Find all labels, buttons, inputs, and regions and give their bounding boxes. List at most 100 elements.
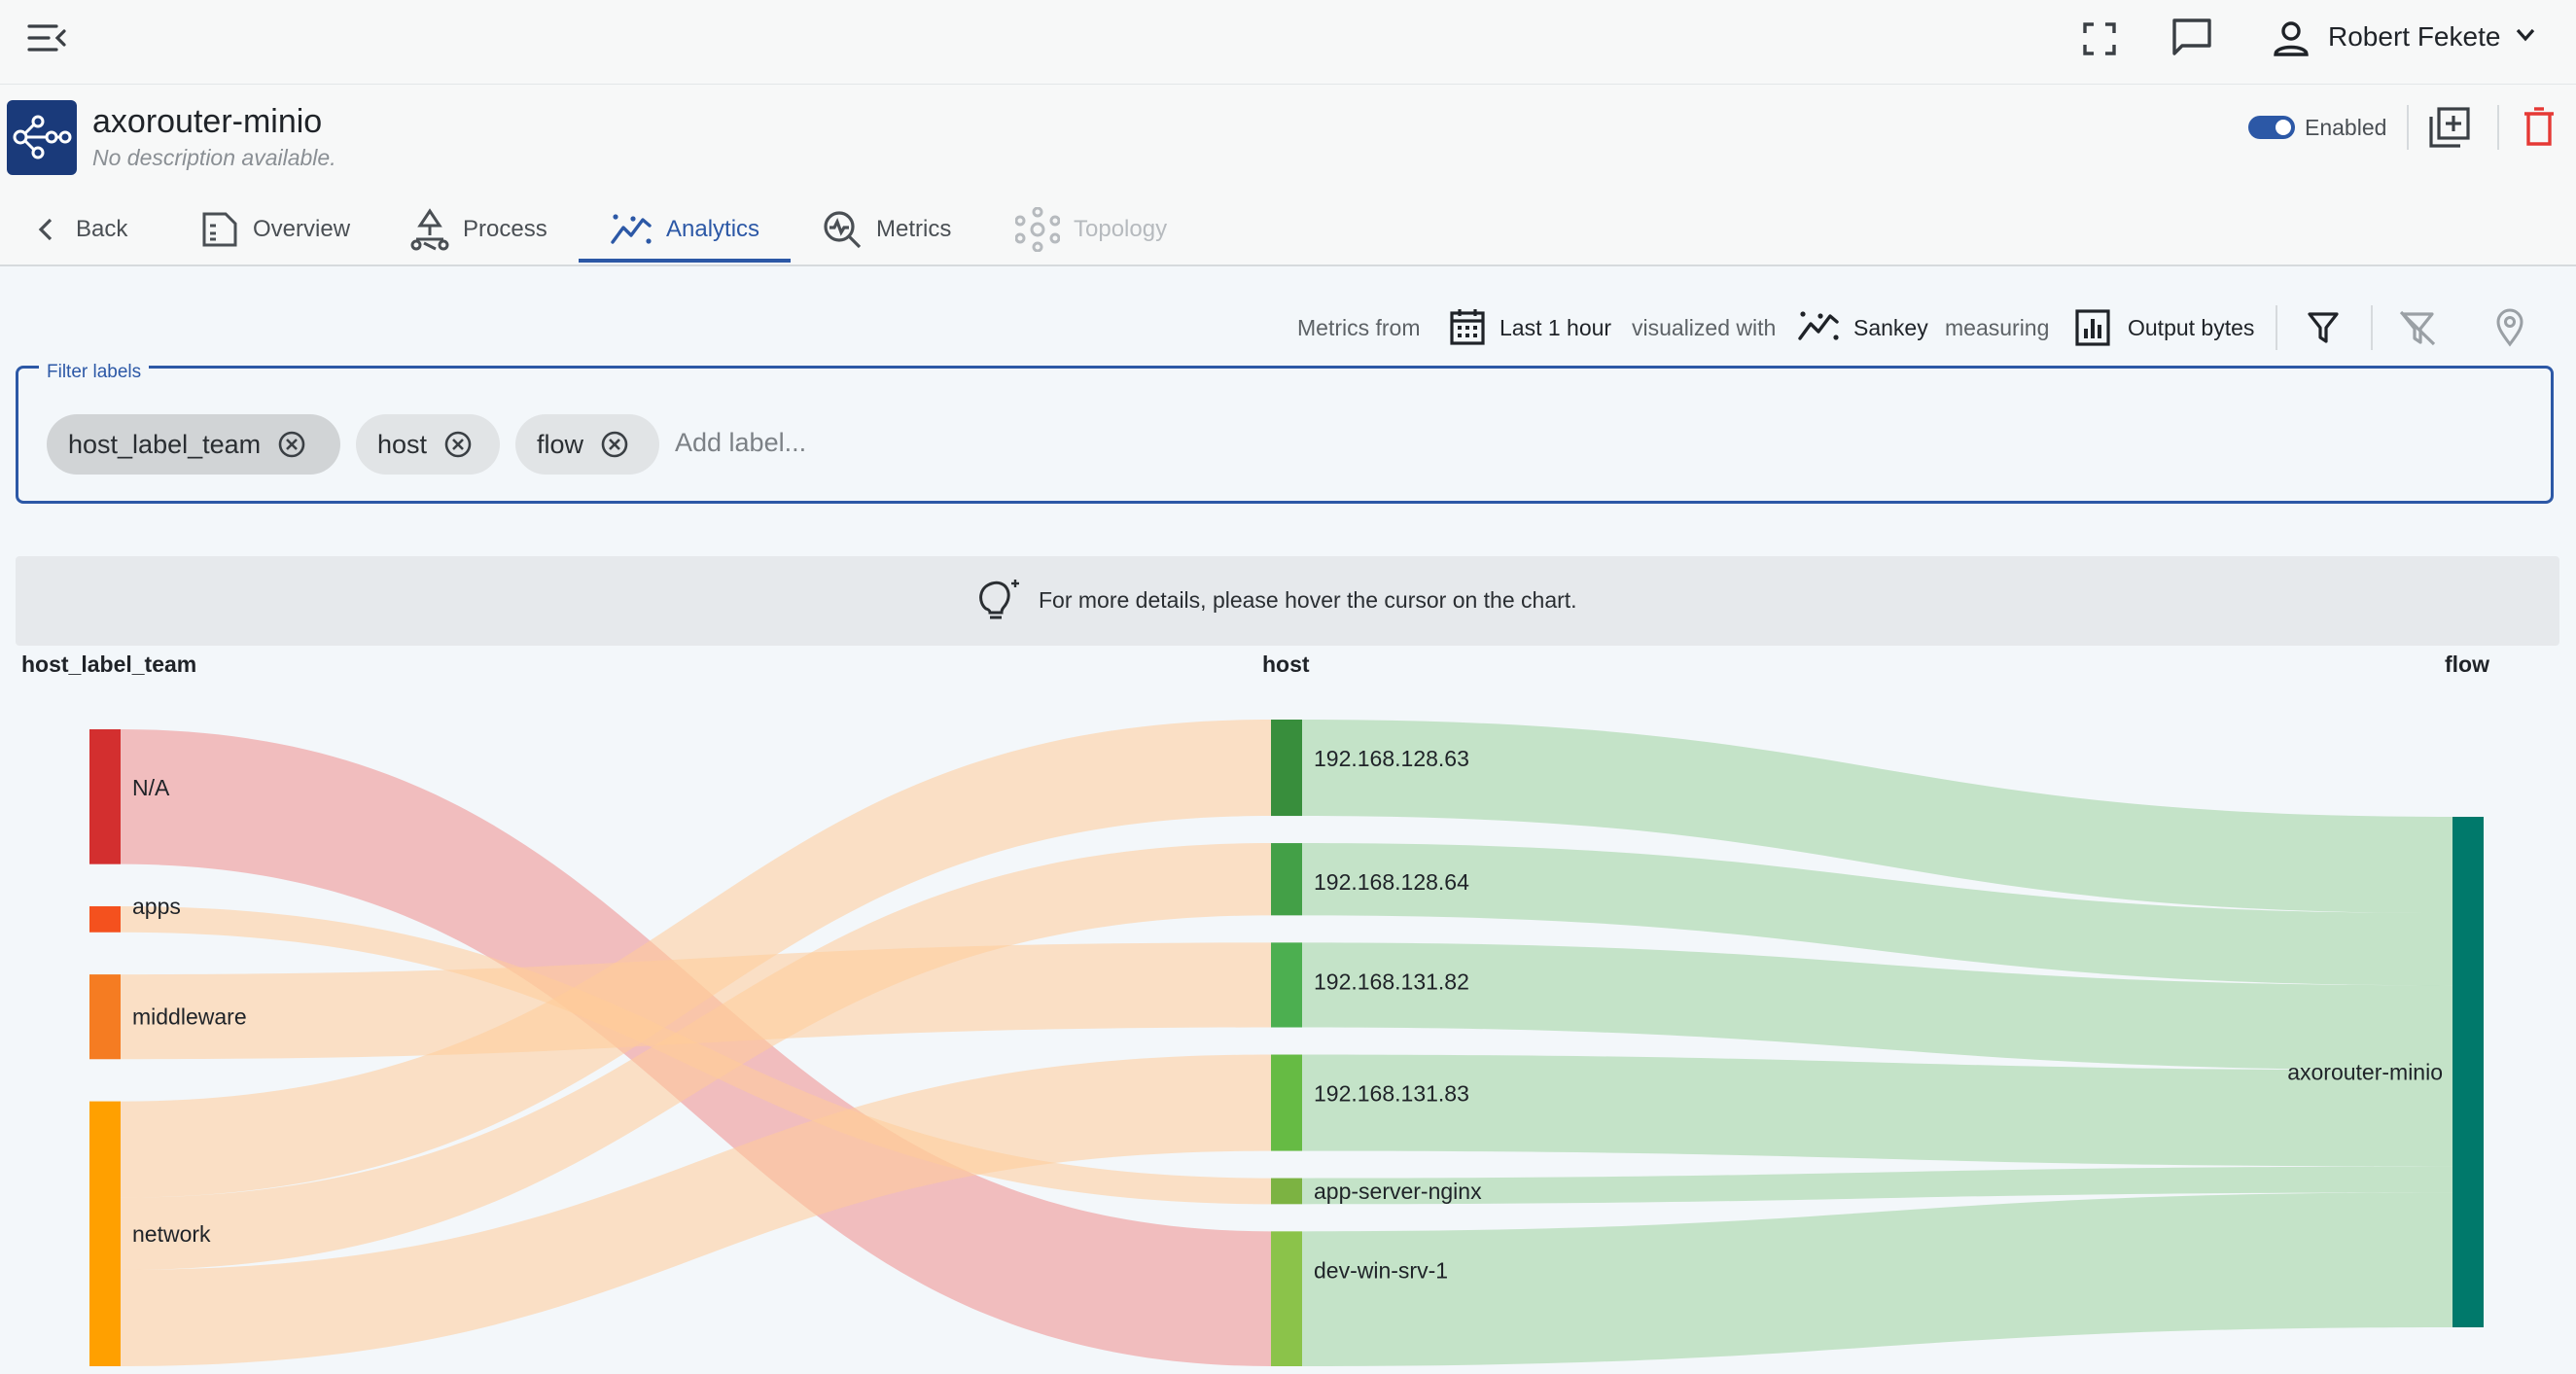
user-icon[interactable] [2272, 19, 2311, 58]
page-title: axorouter-minio [92, 103, 323, 140]
toggle-knob [2276, 120, 2291, 135]
sankey-node[interactable] [89, 906, 121, 933]
enabled-toggle[interactable] [2248, 116, 2295, 139]
sankey-node[interactable] [1271, 942, 1302, 1028]
metrics-from-label: Metrics from [1297, 315, 1421, 340]
tab-label: Process [463, 216, 547, 242]
filter-labels-box[interactable] [16, 366, 2554, 504]
chip-label: host_label_team [68, 429, 262, 459]
tab-label: Overview [253, 216, 351, 242]
chat-icon[interactable] [2170, 17, 2213, 57]
top-bar [0, 0, 2576, 85]
column-header: host_label_team [21, 652, 197, 677]
filter-labels-legend: Filter labels [39, 362, 150, 383]
sankey-link[interactable] [121, 729, 1271, 1366]
tab-label: Back [76, 216, 128, 242]
clear-filter-icon[interactable] [2398, 309, 2437, 346]
add-label-input[interactable]: Add label... [675, 428, 807, 457]
page-description: No description available. [92, 145, 336, 170]
time-range-selector[interactable]: Last 1 hour [1500, 315, 1612, 340]
tab-label: Analytics [666, 216, 760, 242]
tab-topology[interactable]: Topology [1015, 194, 1167, 264]
add-copy-icon[interactable] [2429, 107, 2470, 148]
sankey-node-label: network [132, 1221, 211, 1247]
sankey-node-label: 192.168.131.82 [1314, 969, 1469, 994]
bar-chart-icon[interactable] [2075, 309, 2110, 346]
sankey-node[interactable] [2452, 817, 2484, 1327]
sankey-node-label: app-server-nginx [1314, 1179, 1482, 1204]
sankey-node[interactable] [1271, 1231, 1302, 1366]
sankey-node[interactable] [1271, 1178, 1302, 1205]
tab-back[interactable]: Back [37, 194, 127, 264]
chevron-down-icon[interactable] [2515, 27, 2536, 43]
tab-process[interactable]: Process [410, 194, 547, 264]
sankey-node[interactable] [89, 729, 121, 864]
sankey-node-label: 192.168.128.63 [1314, 746, 1469, 771]
document-icon [200, 210, 239, 249]
fullscreen-icon[interactable] [2083, 22, 2116, 55]
controls-divider [2371, 305, 2373, 350]
sankey-node[interactable] [89, 974, 121, 1060]
active-tab-indicator [579, 259, 791, 263]
sankey-node[interactable] [89, 1101, 121, 1366]
menu-collapse-icon[interactable] [27, 21, 66, 54]
tab-label: Metrics [876, 216, 952, 242]
sankey-node-label: N/A [132, 775, 170, 800]
analytics-icon [610, 212, 653, 247]
sankey-icon[interactable] [1797, 310, 1840, 343]
remove-chip-icon[interactable] [444, 431, 472, 458]
tab-analytics[interactable]: Analytics [610, 194, 759, 264]
sankey-node[interactable] [1271, 1054, 1302, 1151]
visualization-selector[interactable]: Sankey [1853, 315, 1928, 340]
tab-overview[interactable]: Overview [200, 194, 350, 264]
tab-label: Topology [1074, 216, 1168, 242]
sankey-node-label: dev-win-srv-1 [1314, 1257, 1448, 1283]
page-header [0, 85, 2576, 266]
enabled-label: Enabled [2305, 115, 2387, 140]
chip-label: flow [537, 429, 584, 459]
measure-selector[interactable]: Output bytes [2128, 315, 2255, 340]
user-name[interactable]: Robert Fekete [2328, 21, 2501, 52]
sankey-node-label: apps [132, 894, 181, 919]
header-divider [2407, 105, 2409, 150]
label-chip[interactable]: flow [515, 414, 659, 475]
remove-chip-icon[interactable] [601, 431, 628, 458]
process-icon [410, 208, 449, 251]
header-divider [2497, 105, 2499, 150]
filter-icon[interactable] [2307, 311, 2340, 344]
column-header: flow [2445, 652, 2489, 677]
lightbulb-icon [974, 576, 1023, 622]
sankey-node[interactable] [1271, 720, 1302, 817]
calendar-icon[interactable] [1449, 307, 1486, 346]
label-chip[interactable]: host_label_team [47, 414, 340, 475]
chip-label: host [377, 429, 428, 459]
sankey-link[interactable] [1302, 1054, 2452, 1167]
remove-chip-icon[interactable] [278, 431, 305, 458]
sankey-node[interactable] [1271, 843, 1302, 916]
hint-banner [16, 556, 2559, 646]
delete-icon[interactable] [2523, 107, 2556, 146]
sankey-link[interactable] [121, 720, 1271, 1198]
sankey-node-label: middleware [132, 1004, 247, 1030]
sankey-node-label: 192.168.128.64 [1314, 869, 1469, 895]
sankey-link[interactable] [121, 906, 1271, 1205]
chevron-left-icon [37, 217, 54, 242]
sankey-link[interactable] [1302, 720, 2452, 914]
router-logo-icon [7, 100, 77, 175]
sankey-node-label: 192.168.131.83 [1314, 1081, 1469, 1107]
sankey-link[interactable] [121, 942, 1271, 1060]
sankey-link[interactable] [121, 1054, 1271, 1366]
sankey-link[interactable] [121, 843, 1271, 1270]
tab-metrics[interactable]: Metrics [822, 194, 951, 264]
location-pin-icon[interactable] [2495, 308, 2524, 347]
sankey-link[interactable] [1302, 843, 2452, 986]
label-chip[interactable]: host [356, 414, 500, 475]
measuring-label: measuring [1945, 315, 2050, 340]
sankey-link[interactable] [1302, 1166, 2452, 1205]
sankey-link[interactable] [1302, 1192, 2452, 1366]
column-header: host [1262, 652, 1310, 677]
visualized-with-label: visualized with [1632, 315, 1777, 340]
metrics-icon [822, 209, 863, 250]
sankey-node-label: axorouter-minio [2287, 1060, 2443, 1085]
sankey-link[interactable] [1302, 942, 2452, 1071]
